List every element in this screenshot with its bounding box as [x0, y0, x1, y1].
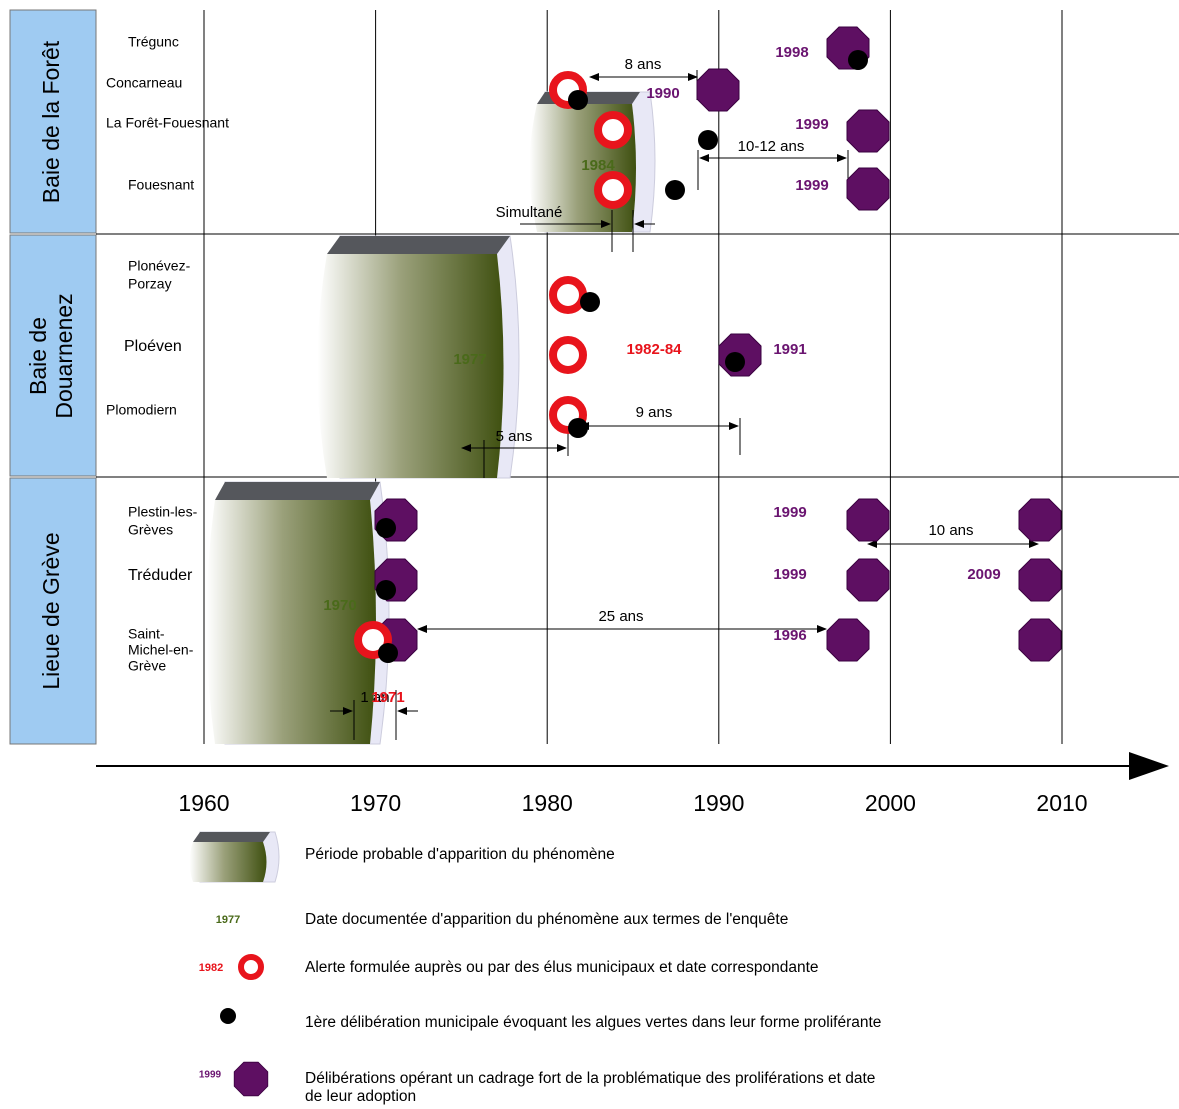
- commune: Grève: [128, 658, 166, 674]
- group-label: Douarnenez: [51, 293, 77, 418]
- legend-text: Période probable d'apparition du phénomè…: [305, 846, 615, 863]
- commune: Plestin-les-: [128, 504, 198, 520]
- interval-label: 8 ans: [625, 56, 662, 73]
- year-label: 1984: [581, 157, 615, 174]
- year-label: 1977: [453, 351, 486, 368]
- legend-text: 1ère délibération municipale évoquant le…: [305, 1014, 881, 1031]
- legend-text: Date documentée d'apparition du phénomèn…: [305, 911, 788, 928]
- legend-sample: 1999: [199, 1070, 222, 1081]
- commune: Concarneau: [106, 75, 182, 91]
- legend-sample: 1977: [216, 914, 240, 926]
- axis-tick-label: 1970: [350, 790, 401, 816]
- year-label: 1970: [323, 597, 356, 614]
- year-label: 1999: [795, 177, 828, 194]
- commune: Trégunc: [128, 34, 179, 50]
- legend: Période probable d'apparition du phénomè…: [190, 832, 882, 1105]
- interval-label: 10-12 ans: [738, 138, 805, 155]
- axis-tick-label: 1990: [693, 790, 744, 816]
- interval-label: Simultané: [496, 204, 563, 221]
- year-label: 2009: [967, 566, 1000, 583]
- year-label: 1991: [773, 341, 806, 358]
- commune: Ploéven: [124, 338, 182, 355]
- year-label: 1999: [773, 566, 806, 583]
- commune: Plonévez-: [128, 258, 191, 274]
- legend-text: Délibérations opérant un cadrage fort de…: [305, 1070, 875, 1087]
- legend-text: de leur adoption: [305, 1088, 416, 1105]
- axis-tick-label: 2000: [865, 790, 916, 816]
- commune: Saint-: [128, 626, 165, 642]
- interval-label: 9 ans: [636, 404, 673, 421]
- axis-tick-label: 2010: [1036, 790, 1087, 816]
- year-label: 1996: [773, 627, 806, 644]
- legend-text: Alerte formulée auprès ou par des élus m…: [305, 959, 819, 976]
- year-label: 1999: [773, 504, 806, 521]
- interval-label: 5 ans: [496, 428, 533, 445]
- commune: La Forêt-Fouesnant: [106, 115, 229, 131]
- legend-sample: 1982: [199, 962, 223, 974]
- commune: Grèves: [128, 522, 173, 538]
- year-label: 1971: [371, 689, 404, 706]
- period-cylinder: [318, 236, 520, 478]
- year-label: 1998: [775, 44, 808, 61]
- axis-tick-label: 1980: [522, 790, 573, 816]
- group-label: Lieue de Grève: [38, 532, 64, 689]
- timeline-diagram: Baie de la Forêt Baie de Douarnenez Lieu…: [0, 0, 1179, 1109]
- interval-label: 10 ans: [928, 522, 973, 539]
- interval-label: 25 ans: [598, 608, 643, 625]
- year-label: 1982-84: [626, 341, 682, 358]
- group-label: Baie de: [25, 317, 51, 395]
- commune: Michel-en-: [128, 642, 194, 658]
- commune: Tréduder: [128, 567, 193, 584]
- year-label: 1999: [795, 116, 828, 133]
- commune: Porzay: [128, 276, 172, 292]
- axis-tick-label: 1960: [178, 790, 229, 816]
- commune: Fouesnant: [128, 177, 194, 193]
- year-label: 1990: [646, 85, 679, 102]
- group-label: Baie de la Forêt: [38, 40, 64, 203]
- commune: Plomodiern: [106, 402, 177, 418]
